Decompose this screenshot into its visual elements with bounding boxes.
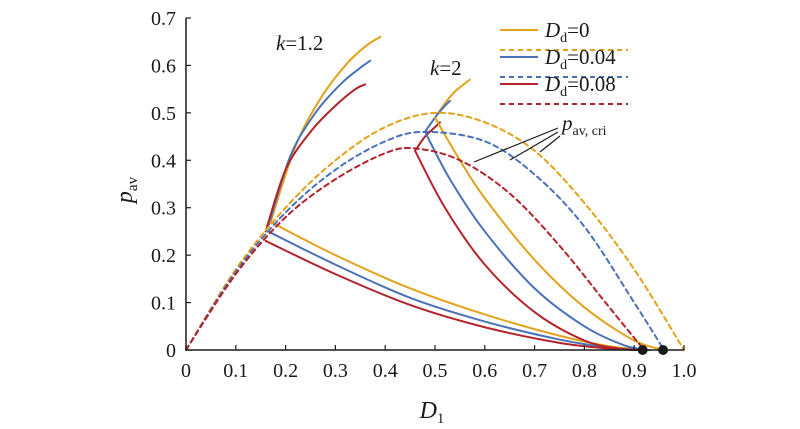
y-axis-label-main: p [112,191,138,205]
axes [185,17,685,351]
legend-label-value: =0.04 [567,45,616,69]
annotation-k2-value: =2 [439,56,461,80]
legend-label-main: D [544,18,560,42]
y-axis-label-sub: av [125,176,141,191]
legend-label: Dd=0.08 [544,72,616,100]
annotation-k2-k: k [430,56,440,80]
series-line-Dd_0-08 [264,83,367,233]
annotation-k12-k: k [276,31,286,55]
series-line-Dd_0-08 [185,146,646,351]
series-line-Dd_0-04 [424,130,651,351]
annotation-k12-value: =1.2 [285,31,323,55]
annotation-k2: k=2 [430,56,462,80]
y-tick-label: 0.5 [151,103,176,125]
pcri-leader-2 [509,131,559,161]
y-axis-label: pav [112,176,141,205]
x-tick-label: 0.6 [472,360,497,382]
annotation-pcri: pav, cri [473,111,607,163]
series-line-Dd_0 [434,78,471,119]
x-tick-label: 0.9 [622,360,647,382]
legend-label-value: =0.08 [567,72,616,96]
annotation-k12: k=1.2 [276,31,323,55]
x-tick-label: 0.5 [423,360,448,382]
svg-text:pav, cri: pav, cri [560,111,607,139]
legend-label: Dd=0.04 [544,45,616,73]
series-line-Dd_0-08 [264,239,641,351]
y-tick-label: 0 [166,340,176,362]
legend-label-value: =0 [567,18,589,42]
x-tick-label: 1.0 [672,360,697,382]
y-tick-label: 0.6 [151,55,176,77]
x-tick-label: 0.8 [572,360,597,382]
legend-label-main: D [544,45,560,69]
svg-text:k=1.2: k=1.2 [276,31,323,55]
annotation-pcri-sub: av, cri [573,124,607,139]
legend-label-sub: d [560,31,567,46]
pcri-leader-1 [473,127,559,163]
legend-label: Dd=0 [544,18,590,46]
x-tick-label: 0.1 [223,360,248,382]
x-tick-label: 0.2 [273,360,298,382]
plot-lines [185,35,685,351]
x-axis-label-sub: 1 [437,411,445,427]
tick-labels: 0 0.1 0.2 0.3 0.4 0.5 0.6 0.7 0.8 0.9 1.0 0 0.1 0.2 0.… [151,8,697,382]
x-axis-label: D1 [419,398,445,427]
legend-label-main: D [544,72,560,96]
x-axis-label-main: D [419,398,437,424]
x-tick-label: 0.7 [522,360,547,382]
legend-label-sub: d [560,85,567,100]
annotation-pcri-main: p [560,111,573,135]
series-line-Dd_0-04 [267,59,372,228]
pcri-leader-3 [539,135,561,153]
series-line-Dd_0 [185,111,685,351]
series-line-Dd_0-08 [414,149,641,351]
y-tick-label: 0.3 [151,198,176,220]
y-tick-label: 0.2 [151,245,176,267]
x-tick-label: 0.3 [323,360,348,382]
x-tick-label: 0.4 [373,360,398,382]
svg-text:k=2: k=2 [430,56,462,80]
x-tick-label: 0 [181,360,191,382]
y-tick-label: 0.7 [151,8,176,30]
legend-label-sub: d [560,58,567,73]
y-tick-label: 0.1 [151,293,176,315]
series-line-Dd_0-04 [185,130,666,351]
y-tick-label: 0.4 [151,150,176,172]
series-line-Dd_0-04 [424,100,451,133]
